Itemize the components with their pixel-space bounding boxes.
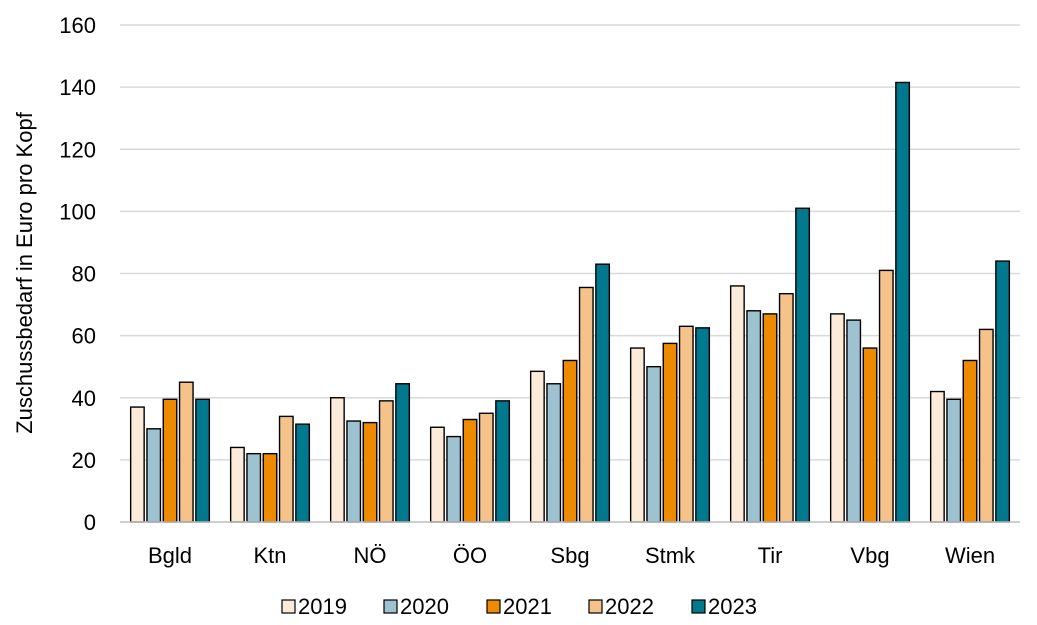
- y-tick-label: 40: [72, 386, 96, 411]
- bar-2019-6: [629, 347, 645, 523]
- bar-2021-2: [262, 452, 278, 523]
- x-tick-label: ÖO: [453, 543, 487, 568]
- bar-2021-9: [962, 359, 978, 523]
- bar-2019-8: [829, 313, 845, 523]
- bar-2022-7: [778, 292, 794, 523]
- bar-2020-6: [646, 365, 662, 523]
- bar-2019-4: [429, 426, 445, 523]
- x-tick-label: Tir: [758, 543, 783, 568]
- bar-2023-6: [695, 327, 711, 523]
- y-tick-label: 120: [59, 137, 96, 162]
- bar-2020-9: [946, 398, 962, 523]
- y-axis-tick-labels: 0 20 40 60 80 100 120 140 160: [59, 13, 96, 535]
- bar-2023-3: [395, 383, 411, 523]
- bar-2021-8: [862, 347, 878, 523]
- bar-2023-9: [995, 260, 1011, 523]
- y-tick-label: 60: [72, 324, 96, 349]
- legend-label-2021: 2021: [503, 594, 552, 619]
- x-tick-label: Stmk: [645, 543, 696, 568]
- bar-2020-5: [546, 383, 562, 523]
- bar-2019-2: [229, 446, 245, 523]
- bar-2021-6: [662, 342, 678, 523]
- bar-2021-4: [462, 418, 478, 523]
- legend-label-2023: 2023: [708, 594, 757, 619]
- bar-2022-4: [478, 412, 494, 523]
- bar-2022-5: [578, 286, 594, 523]
- y-tick-label: 0: [84, 510, 96, 535]
- bar-2019-9: [929, 390, 945, 523]
- x-tick-label: Vbg: [850, 543, 889, 568]
- bar-2019-5: [529, 370, 545, 523]
- y-tick-label: 20: [72, 448, 96, 473]
- x-tick-label: Ktn: [253, 543, 286, 568]
- y-tick-label: 80: [72, 262, 96, 287]
- bar-2020-4: [446, 435, 462, 523]
- legend-swatch-2022: [588, 599, 603, 614]
- x-tick-label: Sbg: [550, 543, 589, 568]
- bar-2020-3: [346, 420, 362, 523]
- bar-2022-2: [278, 415, 294, 523]
- bars: [129, 81, 1011, 523]
- bar-2021-7: [762, 313, 778, 523]
- bar-2023-8: [895, 81, 911, 523]
- bar-2022-6: [678, 325, 694, 523]
- bar-2023-7: [795, 207, 811, 523]
- bar-2022-9: [978, 328, 994, 523]
- y-tick-label: 160: [59, 13, 96, 38]
- bar-2022-1: [178, 381, 194, 523]
- bar-2023-2: [295, 423, 311, 523]
- bar-2020-8: [846, 319, 862, 523]
- bar-2022-8: [878, 269, 894, 523]
- legend: 2019 2020 2021 2022 2023: [281, 594, 757, 619]
- x-tick-label: Wien: [945, 543, 995, 568]
- bar-2020-1: [146, 428, 162, 523]
- bar-2022-3: [378, 400, 394, 523]
- x-axis-tick-labels: Bgld Ktn NÖ ÖO Sbg Stmk Tir Vbg Wien: [148, 543, 995, 568]
- y-tick-label: 100: [59, 199, 96, 224]
- bar-2023-5: [595, 263, 611, 523]
- y-axis-title: Zuschussbedarf in Euro pro Kopf: [12, 111, 37, 434]
- bar-2020-2: [246, 452, 262, 523]
- bar-2023-4: [495, 400, 511, 523]
- bar-2019-7: [729, 285, 745, 523]
- bar-2023-1: [195, 398, 211, 523]
- bar-2021-3: [362, 421, 378, 523]
- bar-2021-1: [162, 398, 178, 523]
- legend-swatch-2023: [691, 599, 706, 614]
- legend-label-2019: 2019: [298, 594, 347, 619]
- legend-swatch-2020: [383, 599, 398, 614]
- gridlines: [120, 24, 1020, 461]
- bar-2020-7: [746, 310, 762, 523]
- bar-2019-1: [129, 406, 145, 523]
- legend-label-2020: 2020: [400, 594, 449, 619]
- y-tick-label: 140: [59, 75, 96, 100]
- x-tick-label: NÖ: [354, 543, 387, 568]
- legend-swatch-2019: [281, 599, 296, 614]
- x-tick-label: Bgld: [148, 543, 192, 568]
- bar-2019-3: [329, 397, 345, 523]
- legend-swatch-2021: [486, 599, 501, 614]
- legend-label-2022: 2022: [605, 594, 654, 619]
- bar-2021-5: [562, 359, 578, 523]
